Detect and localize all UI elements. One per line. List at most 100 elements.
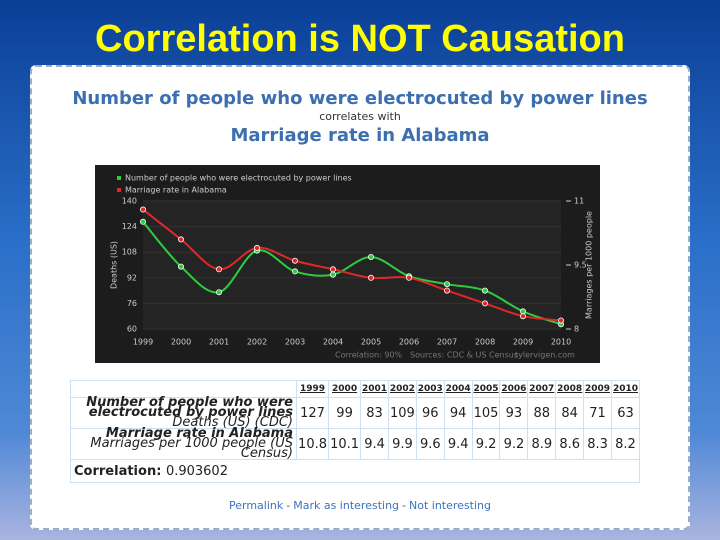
series-line — [142, 208, 562, 322]
y2-tick-label: 9.5 — [574, 261, 587, 270]
y-tick-label: 124 — [122, 222, 137, 231]
series-line — [142, 221, 562, 326]
x-tick-label: 2009 — [513, 338, 533, 347]
row-label-name: Number of people who were electrocuted b… — [86, 395, 293, 420]
table-value: 10.1 — [328, 428, 362, 460]
correlation-label: Correlation: — [74, 463, 162, 479]
data-point — [481, 287, 488, 294]
table-value: 109 — [387, 397, 417, 429]
link[interactable]: Not interesting — [409, 499, 491, 512]
table-value: 8.9 — [527, 428, 557, 460]
y-axis-label: Deaths (US) — [110, 241, 119, 289]
data-point — [329, 266, 336, 273]
data-point — [405, 274, 412, 281]
table-header-row: 1999 2000 2001 2002 2003 2004 2005 2006 2007 2008… — [70, 380, 641, 398]
x-tick-label: 2006 — [399, 338, 419, 347]
link[interactable]: Permalink — [228, 499, 284, 512]
link-separator: - — [402, 499, 407, 512]
table-year: 1999 — [295, 380, 330, 398]
link-separator: - — [286, 499, 291, 512]
table-value: 9.2 — [471, 428, 501, 460]
chart-note: Sources: CDC & US Census — [410, 351, 518, 360]
data-point — [557, 317, 564, 324]
y-tick-label: 140 — [122, 197, 137, 206]
chart-title: Number of people who were electrocuted b… — [72, 88, 648, 109]
chart-note: tylervigen.com — [515, 351, 575, 360]
correlation-row: Correlation: 0.903602 — [70, 459, 640, 483]
row-label-note: Marriages per 1000 people (US Census) — [90, 436, 293, 461]
x-tick-label: 2003 — [285, 338, 305, 347]
correlation-value: 0.903602 — [165, 463, 228, 479]
y-tick-label: 76 — [127, 299, 137, 308]
x-tick-label: 1999 — [133, 338, 153, 347]
table-value: 71 — [583, 397, 612, 429]
data-point — [253, 244, 260, 251]
x-tick-label: 2005 — [361, 338, 381, 347]
chart: 60 76 92 108 124 140 8 9.5 11 1999 2000 2001 2002 200… — [95, 165, 600, 363]
table-value: 8.6 — [555, 428, 585, 460]
x-tick-label: 2002 — [247, 338, 267, 347]
legend-label: Marriage rate in Alabama — [125, 186, 227, 195]
chart-note: Correlation: 90% — [335, 351, 403, 360]
table-year: 2000 — [328, 380, 362, 398]
data-point — [178, 236, 185, 243]
correlation-cell: Correlation: 0.903602 — [70, 459, 640, 483]
data-point — [443, 281, 450, 288]
table-row: Marriage rate in Alabama Marriages per 10… — [70, 426, 641, 461]
table-year: 2009 — [583, 380, 612, 398]
table-year: 2007 — [527, 380, 557, 398]
table-value: 94 — [443, 397, 473, 429]
data-point — [443, 287, 450, 294]
table-value: 9.2 — [499, 428, 529, 460]
table-value: 9.9 — [387, 428, 417, 460]
table-value: 8.2 — [610, 428, 641, 460]
x-tick-label: 2000 — [171, 338, 191, 347]
table-year: 2003 — [415, 380, 445, 398]
legend-swatch — [117, 188, 121, 192]
y2-tick-label: 11 — [574, 197, 584, 206]
table-year: 2004 — [443, 380, 473, 398]
data-point — [367, 274, 374, 281]
row-label-note: Deaths (US) (CDC) — [172, 415, 293, 430]
y2-axis-label: Marriages per 1000 people — [585, 211, 594, 319]
row-label-name: Marriage rate in Alabama — [105, 426, 293, 441]
links: Permalink - Mark as interesting - Not intere… — [0, 499, 720, 512]
table-year: 2006 — [499, 380, 529, 398]
table-value: 83 — [360, 397, 389, 429]
data-point — [291, 268, 298, 275]
table-row: Number of people who were electrocuted b… — [70, 395, 641, 430]
y2-tick-label: 8 — [574, 325, 579, 334]
table-year: 2001 — [360, 380, 389, 398]
chart-title-2: Marriage rate in Alabama — [230, 125, 490, 146]
data-table: 1999 2000 2001 2002 2003 2004 2005 2006 2007 2008… — [70, 380, 641, 483]
table-year: 2010 — [610, 380, 641, 398]
data-point — [140, 218, 147, 225]
chart-subtitle: correlates with — [319, 110, 401, 123]
legend-swatch — [117, 176, 121, 180]
table-value: 9.4 — [360, 428, 389, 460]
x-tick-label: 2007 — [437, 338, 457, 347]
y-tick-label: 108 — [122, 248, 137, 257]
table-value: 105 — [471, 397, 501, 429]
table-value: 9.6 — [415, 428, 445, 460]
table-year: 2008 — [555, 380, 585, 398]
table-value: 93 — [499, 397, 529, 429]
data-point — [291, 257, 298, 264]
x-tick-label: 2004 — [323, 338, 343, 347]
table-value: 84 — [555, 397, 585, 429]
link[interactable]: Mark as interesting — [293, 499, 400, 512]
x-tick-label: 2008 — [475, 338, 495, 347]
table-value: 10.8 — [295, 428, 330, 460]
table-year: 2005 — [471, 380, 501, 398]
data-point — [519, 313, 526, 320]
table-value: 88 — [527, 397, 557, 429]
data-point — [178, 263, 185, 270]
data-point — [367, 254, 374, 261]
table-value: 9.4 — [443, 428, 473, 460]
y-tick-label: 92 — [127, 273, 137, 282]
table-value: 127 — [295, 397, 330, 429]
legend-label: Number of people who were electrocuted b… — [125, 174, 352, 183]
table-value: 96 — [415, 397, 445, 429]
data-point — [481, 300, 488, 307]
